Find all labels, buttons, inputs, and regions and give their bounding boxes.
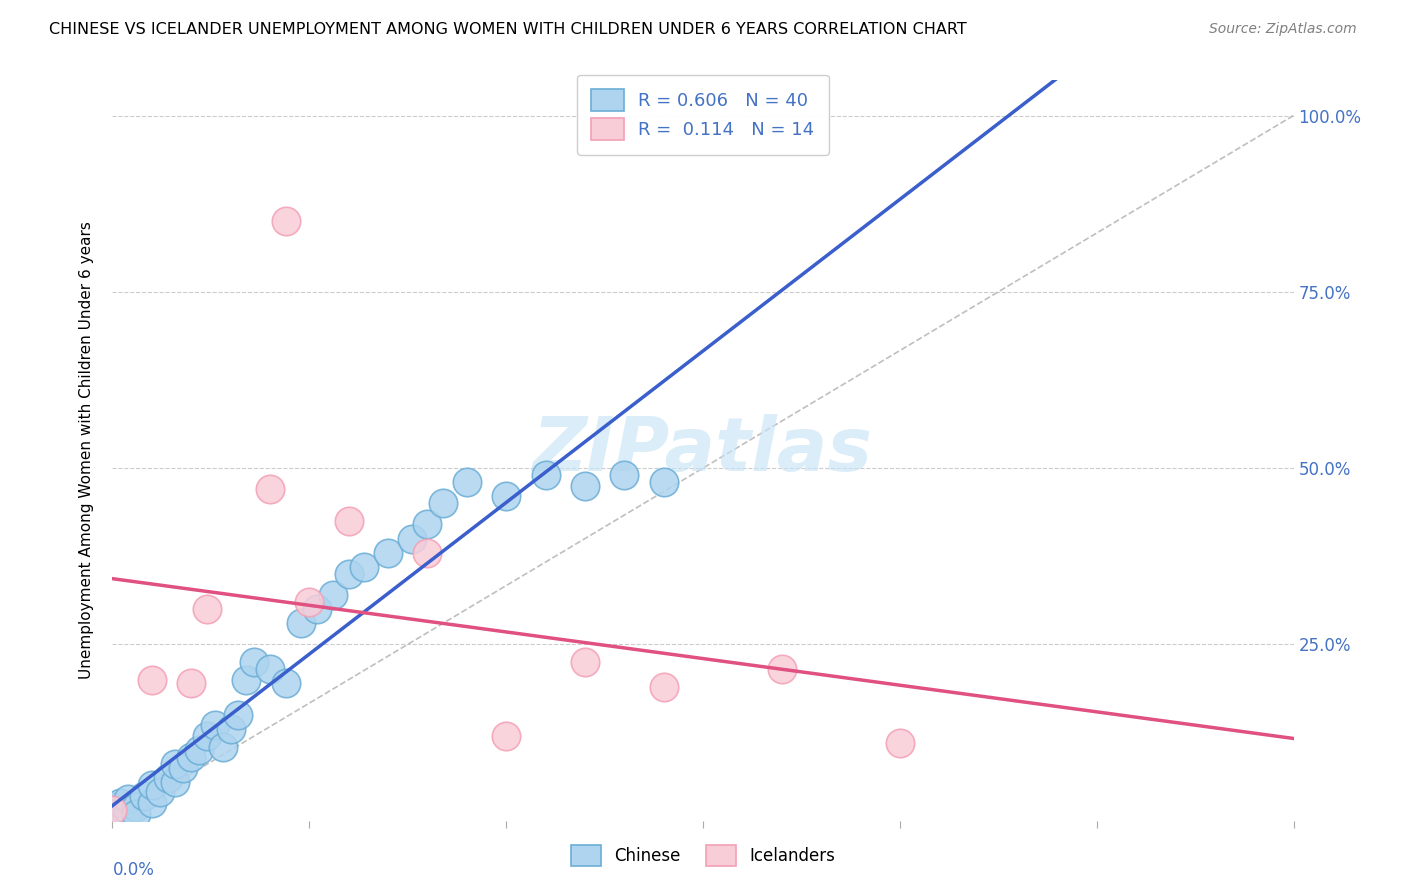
Point <box>149 785 172 799</box>
Point <box>156 772 179 786</box>
Point <box>495 729 517 743</box>
Point <box>274 676 297 690</box>
Point <box>132 789 155 803</box>
Point <box>377 546 399 560</box>
Point <box>180 676 202 690</box>
Y-axis label: Unemployment Among Women with Children Under 6 years: Unemployment Among Women with Children U… <box>79 221 94 680</box>
Point <box>416 517 439 532</box>
Point <box>195 729 218 743</box>
Point <box>259 482 281 496</box>
Point <box>534 468 557 483</box>
Point <box>180 750 202 764</box>
Point <box>172 761 194 775</box>
Point <box>574 655 596 669</box>
Point <box>125 806 148 821</box>
Point <box>298 595 321 609</box>
Text: 0.0%: 0.0% <box>112 862 155 880</box>
Point <box>322 588 344 602</box>
Point <box>219 722 242 736</box>
Point <box>117 792 139 806</box>
Text: CHINESE VS ICELANDER UNEMPLOYMENT AMONG WOMEN WITH CHILDREN UNDER 6 YEARS CORREL: CHINESE VS ICELANDER UNEMPLOYMENT AMONG … <box>49 22 967 37</box>
Point <box>432 496 454 510</box>
Text: Source: ZipAtlas.com: Source: ZipAtlas.com <box>1209 22 1357 37</box>
Point <box>235 673 257 687</box>
Point <box>117 803 139 817</box>
Point <box>195 602 218 616</box>
Point <box>141 673 163 687</box>
Point <box>101 799 124 814</box>
Point <box>353 559 375 574</box>
Point <box>307 602 329 616</box>
Point <box>228 707 250 722</box>
Point <box>165 757 187 772</box>
Point <box>243 655 266 669</box>
Point <box>101 803 124 817</box>
Point <box>204 718 226 732</box>
Point <box>125 799 148 814</box>
Point <box>652 680 675 694</box>
Point <box>337 514 360 528</box>
Point <box>141 778 163 792</box>
Point <box>274 214 297 228</box>
Point <box>141 796 163 810</box>
Point <box>188 743 211 757</box>
Point <box>165 775 187 789</box>
Point <box>770 662 793 676</box>
Point <box>110 796 132 810</box>
Point <box>889 736 911 750</box>
Point <box>211 739 233 754</box>
Point <box>259 662 281 676</box>
Point <box>652 475 675 490</box>
Point <box>495 489 517 503</box>
Point <box>574 479 596 493</box>
Point <box>290 616 312 631</box>
Point <box>401 532 423 546</box>
Point <box>456 475 478 490</box>
Point <box>613 468 636 483</box>
Point <box>337 566 360 581</box>
Legend: Chinese, Icelanders: Chinese, Icelanders <box>558 832 848 879</box>
Point <box>416 546 439 560</box>
Text: ZIPatlas: ZIPatlas <box>533 414 873 487</box>
